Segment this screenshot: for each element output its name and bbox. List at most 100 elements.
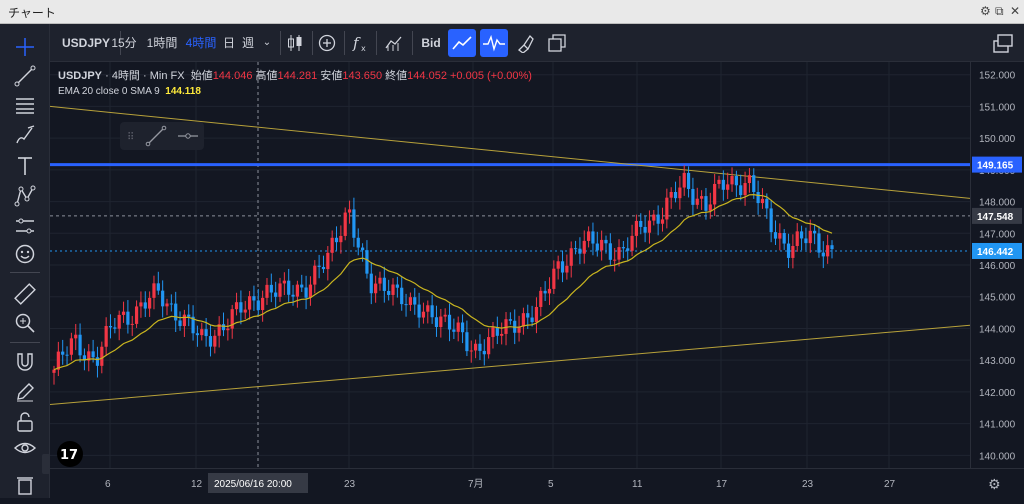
interval-week[interactable]: 週 (241, 36, 254, 50)
chart-pane[interactable]: ⠿ 17 (50, 62, 970, 468)
candle-body (469, 350, 473, 352)
candle-body (591, 231, 595, 244)
multi-chart-icon[interactable] (992, 32, 1016, 54)
trendline-tool-icon[interactable] (13, 64, 37, 88)
layout-icon[interactable] (547, 33, 567, 53)
price-tick-label: 147.000 (979, 229, 1016, 240)
candle-body (704, 196, 708, 211)
candle-body (304, 287, 308, 298)
zoom-in-icon[interactable] (13, 311, 37, 335)
candle-body (161, 290, 165, 307)
crosshair-time-bg (208, 473, 308, 493)
text-tool-icon[interactable] (13, 154, 37, 178)
candle-body (221, 324, 226, 331)
candle-type-icon[interactable] (286, 33, 304, 53)
candle-body (682, 172, 686, 188)
time-tick-label: 23 (344, 479, 356, 490)
candle-body (282, 280, 286, 284)
candle-body (165, 303, 169, 307)
floating-trendline-icon[interactable] (145, 125, 167, 147)
axis-settings-icon[interactable]: ⚙ (988, 477, 1001, 493)
candle-body (639, 220, 643, 227)
candle-body (426, 305, 430, 312)
interval-4h[interactable]: 4時間 (185, 36, 217, 50)
trash-icon[interactable] (13, 472, 37, 496)
popout-icon[interactable]: ⧉ (995, 4, 1004, 18)
brush-icon[interactable] (515, 33, 535, 53)
trendline-upper[interactable] (50, 105, 970, 199)
close-icon[interactable]: ✕ (1010, 4, 1021, 18)
price-source-button[interactable]: Bid (421, 36, 441, 50)
candle-body (121, 311, 126, 315)
line-chart-toggle[interactable] (448, 29, 476, 57)
indicators-icon[interactable] (384, 34, 404, 52)
time-tick-label: 7月 (468, 478, 484, 490)
measure-tool-icon[interactable] (13, 214, 37, 238)
symbol-button[interactable]: USDJPY (61, 36, 111, 50)
candle-body (821, 252, 825, 257)
eye-icon[interactable] (13, 436, 37, 460)
drag-handle-icon[interactable]: ⠿ (127, 132, 134, 143)
pattern-tool-icon[interactable] (13, 184, 37, 208)
price-tick-label: 152.000 (979, 71, 1016, 82)
candle-body (269, 284, 273, 293)
add-indicator-icon[interactable] (318, 34, 336, 52)
candle-body (148, 297, 152, 309)
price-axis[interactable]: 152.000151.000150.000149.000148.000147.0… (970, 62, 1024, 468)
candle-body (326, 252, 330, 270)
candle-body (808, 230, 812, 244)
pencil-lock-icon[interactable] (13, 380, 37, 404)
legend-indicator[interactable]: EMA 20 close 0 SMA 9 144.118 (58, 86, 201, 97)
candle-body (765, 198, 769, 209)
candle-body (134, 306, 139, 324)
trendline-lower[interactable] (50, 324, 970, 406)
settings-icon[interactable]: ⚙ (980, 4, 991, 18)
price-tick-label: 141.000 (979, 420, 1016, 431)
candle-body (378, 277, 382, 284)
candle-body (508, 319, 512, 321)
legend-symbol: USDJPY (58, 70, 103, 82)
legend-close-label: 終値 (385, 70, 408, 82)
pulse-chart-toggle[interactable] (480, 29, 508, 57)
candle-body (643, 226, 647, 233)
time-axis[interactable]: 6 12 23 7月 5 11 17 23 27 2025/06/16 20:00 ⚙ (50, 468, 1024, 498)
candle-body (830, 245, 834, 250)
candle-body (230, 309, 234, 329)
ruler-icon[interactable] (13, 282, 37, 306)
candle-body (652, 214, 656, 221)
candle-body (708, 204, 712, 211)
lock-icon[interactable] (13, 410, 37, 434)
toolbar-divider (344, 31, 345, 55)
interval-day[interactable]: 日 (222, 36, 235, 50)
candle-body (100, 346, 104, 366)
legend-open-label: 始値 (190, 70, 213, 82)
candle-body (343, 212, 347, 236)
candle-body (452, 329, 456, 332)
candle-body (204, 329, 208, 337)
time-tick-label: 11 (632, 479, 643, 490)
candle-body (700, 196, 704, 199)
magnet-icon[interactable] (13, 350, 37, 374)
price-tick-label: 151.000 (979, 102, 1016, 113)
interval-15m[interactable]: 15分 (111, 36, 137, 50)
candle-body (660, 219, 665, 224)
candle-body (534, 306, 539, 323)
time-tick-label: 12 (191, 479, 203, 490)
emoji-icon[interactable] (13, 242, 37, 266)
candle-body (256, 300, 260, 311)
brush-tool-icon[interactable] (13, 123, 37, 147)
candle-body (234, 302, 239, 310)
candle-body (143, 302, 147, 309)
horizontal-lines-icon[interactable] (13, 93, 37, 117)
window-title: チャート (8, 6, 56, 20)
crosshair-icon[interactable] (13, 35, 37, 59)
toolbar-collapse-handle[interactable] (42, 454, 50, 474)
interval-1h[interactable]: 1時間 (146, 36, 178, 50)
interval-dropdown-icon[interactable]: ⌄ (262, 37, 272, 48)
candle-body (595, 243, 599, 251)
toolbar-divider (10, 272, 40, 273)
time-tick-label: 17 (716, 479, 728, 490)
floating-hline-icon[interactable] (178, 133, 198, 139)
